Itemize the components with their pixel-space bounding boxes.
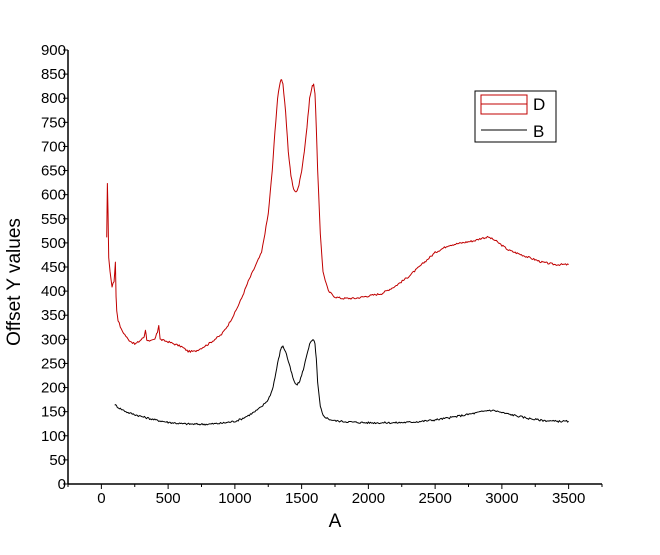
y-tick-label: 100 [41, 428, 66, 445]
y-tick-label: 400 [41, 283, 66, 300]
y-tick-label: 650 [41, 163, 66, 180]
y-tick-label: 150 [41, 404, 66, 421]
y-tick-label: 450 [41, 259, 66, 276]
x-axis-ticks: 0 500 1000 1500 2000 2500 3000 3500 [67, 484, 603, 507]
y-tick-label: 700 [41, 138, 66, 155]
y-tick-label: 250 [41, 355, 66, 372]
x-axis-title: A [329, 511, 342, 532]
series-line-b [114, 339, 569, 426]
x-tick-label: 3500 [552, 490, 585, 507]
x-tick-label: 1500 [285, 490, 318, 507]
y-tick-label: 900 [41, 42, 66, 59]
y-tick-label: 800 [41, 90, 66, 107]
x-tick-label: 1000 [218, 490, 251, 507]
x-tick-label: 0 [97, 490, 105, 507]
y-tick-label: 350 [41, 307, 66, 324]
legend: D B [474, 90, 557, 143]
y-axis-ticks: 0 50 100 150 200 250 300 350 400 450 500 550 600 650 7… [41, 42, 68, 493]
y-tick-label: 0 [58, 476, 66, 493]
plot-area [106, 79, 569, 426]
x-tick-label: 2500 [418, 490, 451, 507]
y-axis-title: Offset Y values [4, 218, 25, 346]
x-tick-label: 500 [156, 490, 181, 507]
y-tick-label: 750 [41, 114, 66, 131]
y-tick-label: 850 [41, 66, 66, 83]
y-tick-label: 600 [41, 187, 66, 204]
x-tick-label: 2000 [352, 490, 385, 507]
legend-label-b: B [533, 122, 544, 141]
y-tick-label: 300 [41, 331, 66, 348]
y-tick-label: 200 [41, 380, 66, 397]
legend-label-d: D [533, 95, 545, 114]
series-line-d [106, 79, 569, 353]
x-tick-label: 3000 [485, 490, 518, 507]
y-tick-label: 550 [41, 211, 66, 228]
y-tick-label: 50 [49, 452, 66, 469]
y-tick-label: 500 [41, 235, 66, 252]
